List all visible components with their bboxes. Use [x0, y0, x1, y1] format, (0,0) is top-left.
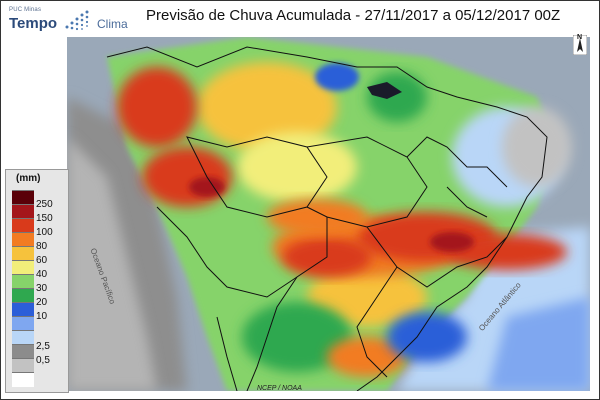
legend-swatch — [12, 246, 34, 261]
header: PUC Minas Tempo Clima Previsão de Chuva … — [1, 1, 599, 37]
legend-label: 60 — [36, 255, 48, 266]
legend-swatch — [12, 274, 34, 289]
legend-label: 40 — [36, 269, 48, 280]
precipitation-legend: (mm) 250 150 100 80 60 40 30 20 10 2,5 0,5 — [5, 169, 69, 393]
logo-dots-icon — [65, 10, 89, 31]
legend-swatch — [12, 260, 34, 275]
logo-secondary-text: Clima — [97, 17, 128, 31]
legend-label: 2,5 — [36, 341, 50, 352]
north-label: N — [577, 34, 583, 41]
puc-tempo-clima-logo: PUC Minas Tempo Clima — [9, 7, 134, 35]
legend-swatch — [12, 204, 34, 219]
legend-swatch — [12, 358, 34, 373]
precipitation-map-graphic — [67, 37, 590, 391]
north-arrow-icon: N — [572, 34, 588, 56]
legend-swatch — [12, 344, 34, 359]
legend-swatch — [12, 190, 34, 205]
legend-swatch — [12, 218, 34, 233]
legend-swatch — [12, 316, 34, 331]
legend-label: 10 — [36, 311, 48, 322]
legend-unit: (mm) — [16, 173, 41, 184]
logo-small-text: PUC Minas — [9, 7, 42, 13]
legend-label: 80 — [36, 241, 48, 252]
legend-label: 250 — [36, 199, 53, 210]
legend-label: 0,5 — [36, 355, 50, 366]
legend-swatch — [12, 288, 34, 303]
legend-label: 20 — [36, 297, 48, 308]
legend-swatch — [12, 372, 34, 387]
data-credit: NCEP / NOAA — [257, 385, 302, 392]
legend-swatch — [12, 232, 34, 247]
precipitation-map: Oceano Pacífico Oceano Atlântico — [67, 37, 590, 391]
legend-label: 30 — [36, 283, 48, 294]
legend-swatch — [12, 330, 34, 345]
legend-label: 150 — [36, 213, 53, 224]
legend-label: 100 — [36, 227, 53, 238]
legend-swatch — [12, 302, 34, 317]
map-title: Previsão de Chuva Acumulada - 27/11/2017… — [146, 7, 561, 24]
logo-main-text: Tempo — [9, 15, 58, 32]
